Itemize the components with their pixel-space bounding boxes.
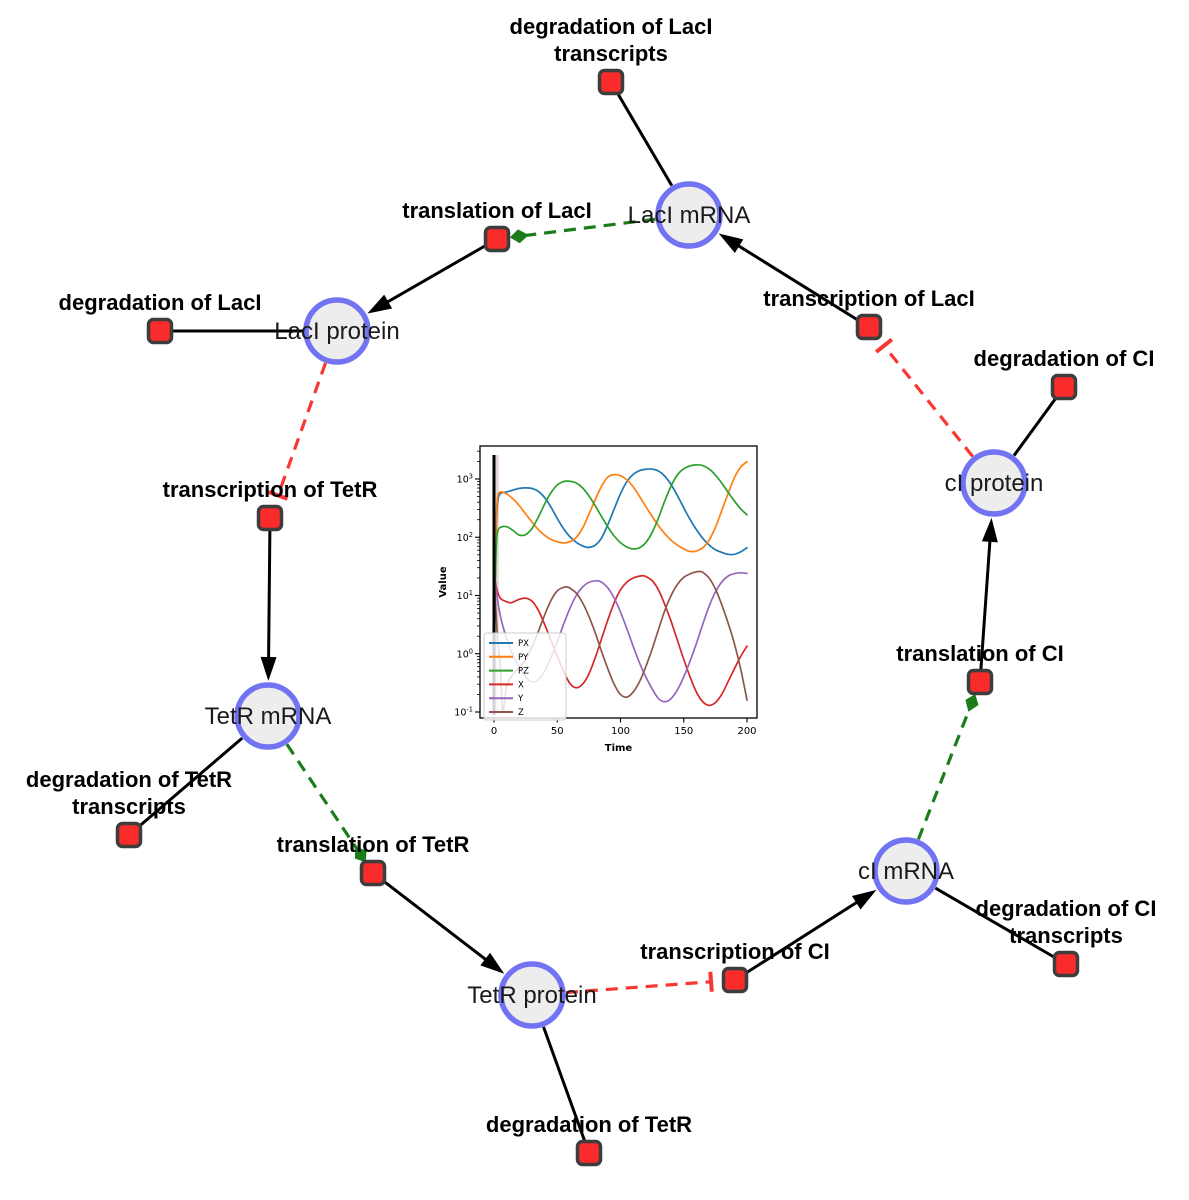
reaction-node-deg_tetr_transcripts[interactable] [115,821,143,849]
chart-x-axis-label: Time [605,743,633,754]
species-node-ci_protein[interactable] [960,449,1028,517]
chart-series-PZ [493,463,748,678]
reaction-node-transcription_laci[interactable] [855,313,883,341]
edges-layer [128,81,1067,1154]
edge-transcription_ci-to-ci_mrna-arrowhead [851,889,877,910]
edge-ci_mrna-to-translation_ci-diamond [965,694,979,712]
edge-ci_mrna-to-deg_ci_transcripts [934,886,1067,966]
edge-laci_protein-to-transcription_tetr-tbar [268,490,289,501]
reaction-node-deg_ci[interactable] [1050,373,1078,401]
chart-x-tick-label: 100 [611,726,630,737]
chart-plot-border [479,445,758,719]
edge-tetr_protein-to-transcription_ci-tbar [708,971,714,992]
reaction-label-deg_laci_transcripts-line1: degradation of LacI [510,14,713,39]
chart-series-PY [493,460,748,678]
reaction-label-deg_tetr-line1: degradation of TetR [486,1112,692,1137]
chart-legend-label-PZ: PZ [518,667,529,677]
edge-translation_ci-to-ci_protein [978,533,992,683]
reaction-node-transcription_ci[interactable] [721,966,749,994]
edge-transcription_tetr-to-tetr_mrna [267,517,272,666]
reaction-node-deg_tetr[interactable] [575,1139,603,1167]
reaction-label-deg_laci_transcripts-line2: transcripts [554,41,668,66]
species-node-tetr_mrna[interactable] [234,682,302,750]
chart-y-tick-label: 10-1 [454,706,473,719]
edge-tetr_mrna-to-translation_tetr [285,743,358,849]
chart-x-tick-label: 50 [551,726,564,737]
reaction-label-deg_ci-line1: degradation of CI [974,346,1155,371]
species-label-tetr_protein: TetR protein [467,982,596,1009]
edge-ci_mrna-to-translation_ci [916,709,971,840]
reaction-label-deg_tetr_transcripts-line1: degradation of TetR [26,767,232,792]
chart-series-PX [493,468,748,678]
edge-translation_tetr-to-tetr_protein-arrowhead [480,952,505,974]
species-label-ci_protein: cI protein [945,470,1044,497]
reaction-label-deg_laci-line1: degradation of LacI [59,290,262,315]
edge-tetr_protein-to-transcription_ci [565,980,712,995]
chart-legend-label-PY: PY [518,653,529,663]
chart-x-tick-label: 0 [491,726,497,737]
species-nodes-layer [234,181,1028,1029]
edge-ci_protein-to-transcription_laci [882,344,974,458]
chart-legend: PX PY PZ XYZ [483,632,567,721]
species-node-tetr_protein[interactable] [498,961,566,1029]
edge-laci_mrna-to-translation_laci [526,217,656,237]
edge-ci_protein-to-transcription_laci-tbar [874,337,894,354]
edge-tetr_mrna-to-deg_tetr_transcripts [128,736,244,837]
chart-series-X [493,572,748,707]
reaction-label-translation_laci-line1: translation of LacI [402,198,591,223]
timeseries-chart: 0 50 100 150 200Time10-1100101102103ValuePXP… [438,445,758,754]
edge-laci_mrna-to-deg_laci_transcripts [609,81,674,187]
timeseries-chart-panel: 0 50 100 150 200 Time 10-1 100 101 102 103 Value PX P… [437,437,771,771]
reaction-node-translation_laci[interactable] [483,225,511,253]
reaction-label-transcription_tetr-line1: transcription of TetR [163,477,378,502]
edge-tetr_mrna-to-translation_tetr-diamond [354,846,367,863]
chart-y-tick-label: 102 [457,531,473,544]
chart-y-axis-label: Value [438,566,449,597]
labels-layer: degradation of LacItranscriptstranslatio… [26,14,1157,1137]
species-label-laci_protein: LacI protein [274,318,399,345]
reaction-node-transcription_tetr[interactable] [256,504,284,532]
species-node-laci_mrna[interactable] [655,181,723,249]
edge-laci_mrna-to-translation_laci-diamond [509,229,529,244]
species-node-laci_protein[interactable] [303,297,371,365]
species-label-tetr_mrna: TetR mRNA [205,703,332,730]
edge-translation_laci-to-laci_protein-arrowhead [367,294,393,314]
species-label-laci_mrna: LacI mRNA [628,202,751,229]
chart-y-tick-label: 101 [457,589,473,602]
chart-legend-label-Z: Z [518,708,524,718]
edge-transcription_laci-to-laci_mrna-arrowhead [718,233,744,253]
chart-legend-label-X: X [518,680,524,690]
edge-translation_tetr-to-tetr_protein [372,871,493,966]
reaction-label-deg_ci_transcripts-line1: degradation of CI [976,896,1157,921]
reaction-label-transcription_ci-line1: transcription of CI [640,939,829,964]
species-node-ci_mrna[interactable] [872,837,940,905]
reaction-label-deg_tetr_transcripts-line2: transcripts [72,794,186,819]
chart-y-tick-label: 103 [457,473,473,486]
reaction-label-translation_ci-line1: translation of CI [896,641,1063,666]
reaction-node-deg_laci[interactable] [146,317,174,345]
reaction-label-translation_tetr-line1: translation of TetR [277,832,470,857]
reaction-label-transcription_laci-line1: transcription of LacI [763,286,974,311]
reaction-label-deg_ci_transcripts-line2: transcripts [1009,923,1123,948]
chart-x-tick-label: 150 [674,726,693,737]
reaction-node-translation_tetr[interactable] [359,859,387,887]
reaction-nodes-layer [115,68,1080,1167]
chart-legend-label-PX: PX [518,639,529,649]
reaction-node-translation_ci[interactable] [966,668,994,696]
edge-translation_laci-to-laci_protein [380,237,498,307]
chart-y-tick-label: 100 [457,647,473,660]
edge-laci_protein-to-transcription_tetr [276,362,328,496]
reaction-node-deg_ci_transcripts[interactable] [1052,950,1080,978]
edge-translation_ci-to-ci_protein-arrowhead [981,517,998,543]
reaction-node-deg_laci_transcripts[interactable] [597,68,625,96]
edge-transcription_laci-to-laci_mrna [731,240,870,329]
edge-tetr_protein-to-deg_tetr [542,1026,591,1154]
edge-transcription_ci-to-ci_mrna [734,897,864,982]
edge-transcription_tetr-to-tetr_mrna-arrowhead [260,656,277,682]
species-label-ci_mrna: cI mRNA [858,858,954,885]
chart-legend-label-Y: Y [517,694,524,704]
chart-x-tick-label: 200 [737,726,756,737]
